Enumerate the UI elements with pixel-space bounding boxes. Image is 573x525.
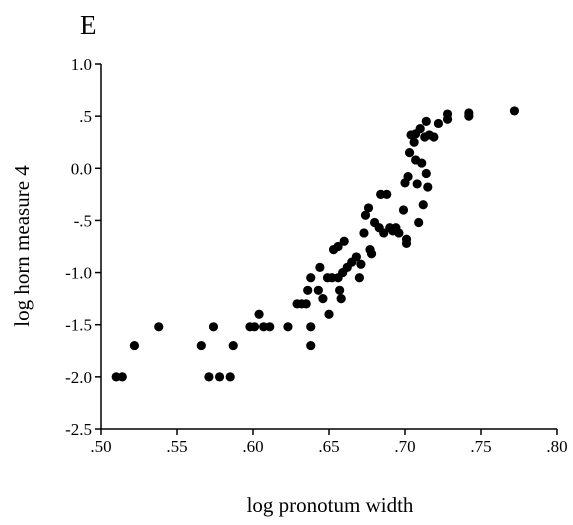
data-point xyxy=(398,205,409,215)
data-point xyxy=(423,182,433,192)
data-point xyxy=(315,262,325,272)
data-point xyxy=(265,322,275,332)
data-point xyxy=(339,236,349,246)
data-point xyxy=(254,309,264,319)
data-point xyxy=(421,168,431,179)
data-point xyxy=(335,285,345,295)
data-point xyxy=(228,340,238,351)
data-point xyxy=(394,228,404,238)
data-point xyxy=(409,137,419,147)
data-point xyxy=(249,322,260,332)
data-point xyxy=(412,179,422,189)
y-tick-label: -1.0 xyxy=(65,264,92,283)
x-tick-label: .80 xyxy=(546,437,567,456)
data-point xyxy=(363,203,374,213)
y-tick-label: 1.0 xyxy=(71,55,92,74)
data-point xyxy=(382,189,392,199)
data-point xyxy=(421,116,431,126)
data-point xyxy=(306,340,316,351)
y-tick-label: -.5 xyxy=(74,211,92,230)
data-point xyxy=(196,340,206,351)
data-point xyxy=(442,109,453,119)
y-tick-label: .5 xyxy=(79,107,92,126)
data-point xyxy=(366,249,377,259)
data-points xyxy=(111,106,520,382)
data-point xyxy=(351,252,361,262)
data-point xyxy=(303,285,313,295)
data-point xyxy=(117,372,127,382)
data-point xyxy=(417,158,427,168)
x-tick-label: .65 xyxy=(318,437,339,456)
data-point xyxy=(404,148,415,158)
y-tick-label: -2.5 xyxy=(65,420,92,439)
x-tick-label: .70 xyxy=(394,437,415,456)
data-point xyxy=(225,372,235,382)
data-point xyxy=(359,228,369,238)
data-point xyxy=(204,372,214,382)
data-point xyxy=(214,372,225,382)
data-point xyxy=(301,299,311,309)
panel-label: E xyxy=(80,10,97,40)
data-point xyxy=(333,241,343,252)
data-point xyxy=(129,340,140,351)
data-point xyxy=(354,273,364,283)
data-point xyxy=(418,200,428,210)
x-tick-label: .50 xyxy=(90,437,111,456)
axes: 1.0 .5 0.0 -.5 -1.0 -1.5 -2.0 -2.5.50 .55 .60 .65.… xyxy=(65,55,568,456)
data-point xyxy=(403,172,413,182)
data-point xyxy=(208,322,219,332)
y-axis-label: log horn measure 4 xyxy=(10,165,34,327)
data-point xyxy=(415,124,425,134)
data-point xyxy=(401,238,412,248)
data-point xyxy=(336,294,346,304)
data-point xyxy=(464,111,474,121)
x-tick-label: .60 xyxy=(242,437,263,456)
data-point xyxy=(356,259,366,269)
data-point xyxy=(306,273,316,283)
data-point xyxy=(429,132,439,142)
data-point xyxy=(283,322,293,332)
data-point xyxy=(313,285,323,295)
data-point xyxy=(379,228,389,238)
x-axis-label: log pronotum width xyxy=(247,493,414,517)
y-tick-label: -1.5 xyxy=(65,316,92,335)
data-point xyxy=(324,309,334,319)
y-tick-label: 0.0 xyxy=(71,159,92,178)
y-tick-label: -2.0 xyxy=(65,368,92,387)
data-point xyxy=(306,322,316,332)
x-tick-label: .55 xyxy=(166,437,187,456)
data-point xyxy=(318,294,328,304)
data-point xyxy=(509,106,520,116)
data-point xyxy=(433,118,444,129)
data-point xyxy=(414,217,424,228)
data-point xyxy=(360,210,371,220)
data-point xyxy=(154,322,164,332)
x-tick-label: .75 xyxy=(470,437,491,456)
